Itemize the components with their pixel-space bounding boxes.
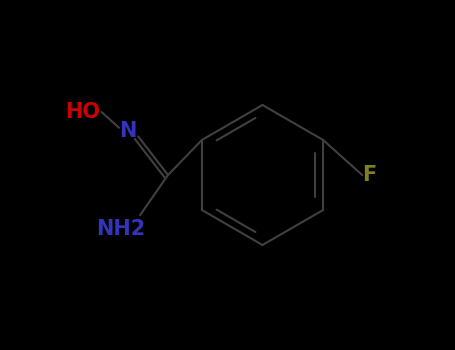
Text: F: F [362, 165, 376, 185]
Text: NH2: NH2 [96, 219, 146, 239]
Text: N: N [119, 121, 136, 141]
Text: HO: HO [65, 102, 100, 122]
